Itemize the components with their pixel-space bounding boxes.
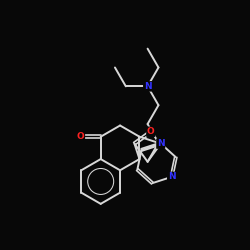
Text: O: O: [147, 127, 155, 136]
Text: N: N: [157, 139, 164, 148]
Text: N: N: [168, 172, 175, 182]
Text: O: O: [76, 132, 84, 141]
Text: N: N: [144, 82, 152, 91]
